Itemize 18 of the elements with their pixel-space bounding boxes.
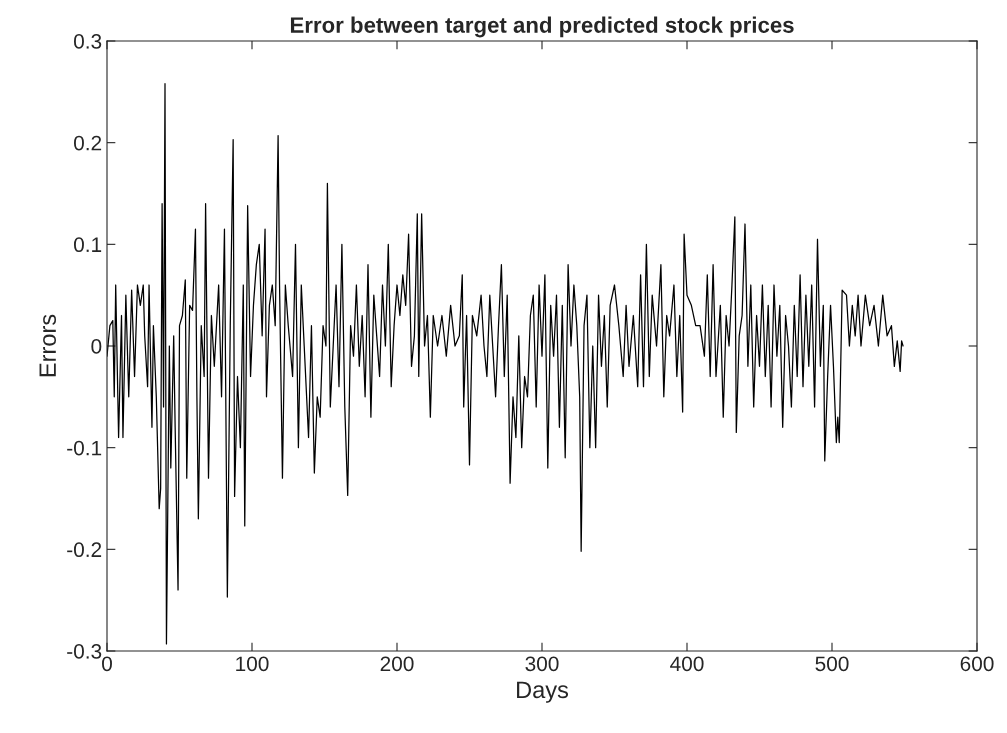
y-tick-label: 0	[91, 339, 102, 354]
x-tick-label: 300	[525, 656, 559, 672]
line-series	[107, 83, 904, 645]
x-tick-label: 200	[380, 656, 414, 672]
x-tick-label: 100	[236, 656, 269, 672]
x-tick-label: 0	[102, 656, 112, 672]
x-tick-label: 600	[960, 656, 994, 672]
x-axis-title: Days	[517, 681, 569, 703]
y-axis-title: Errors	[39, 314, 57, 377]
y-tick-label: 0.2	[73, 135, 102, 151]
y-tick-label: 0.1	[73, 237, 102, 253]
y-tick-label: -0.3	[67, 644, 102, 659]
x-tick-label: 500	[815, 656, 849, 672]
chart-title: Error between target and predicted stock prices	[290, 16, 794, 38]
y-tick-label: 0.3	[73, 34, 102, 49]
y-tick-label: -0.1	[67, 440, 102, 456]
x-tick-label: 400	[670, 656, 704, 672]
y-tick-label: -0.2	[67, 542, 102, 558]
